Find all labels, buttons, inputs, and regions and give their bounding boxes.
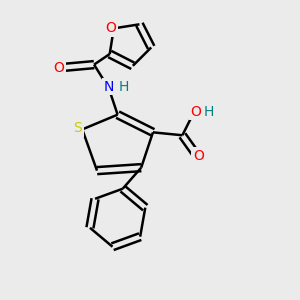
Text: S: S — [74, 121, 82, 135]
Text: H: H — [204, 105, 214, 119]
Text: O: O — [193, 149, 204, 163]
Text: H: H — [118, 80, 129, 94]
Text: N: N — [103, 80, 114, 94]
Text: O: O — [190, 105, 201, 119]
Text: O: O — [53, 61, 64, 75]
Text: O: O — [105, 21, 116, 35]
